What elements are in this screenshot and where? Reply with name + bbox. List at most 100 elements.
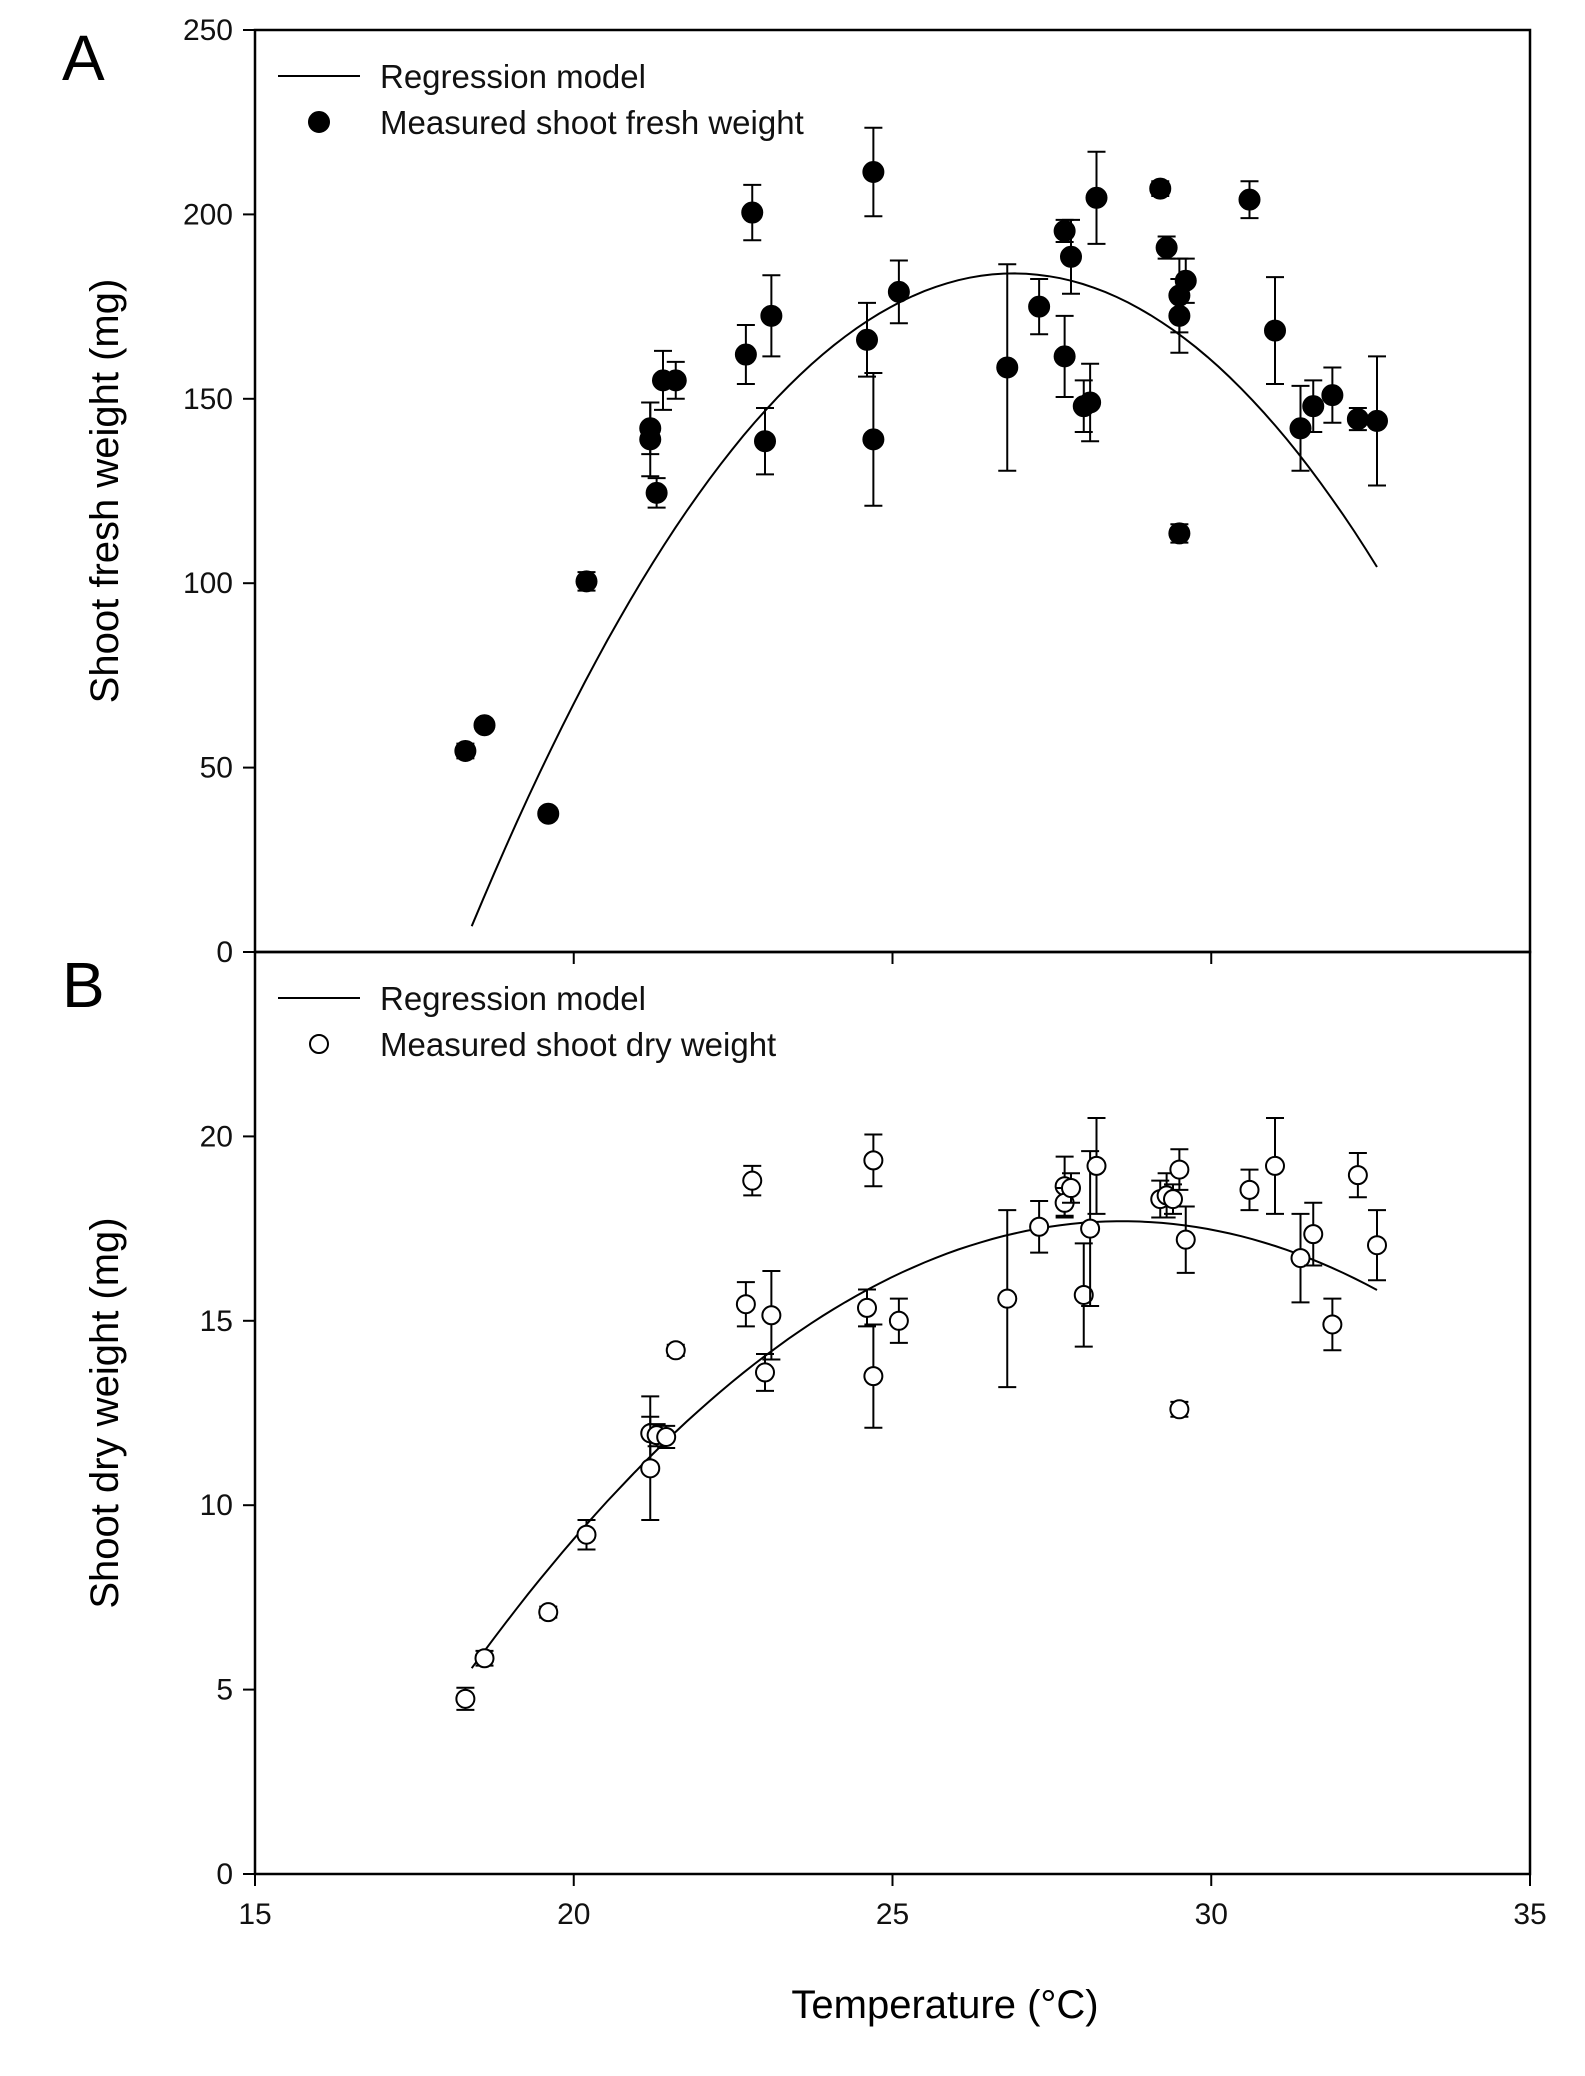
panel-b-legend: Regression model Measured shoot dry weig… [278, 980, 776, 1063]
panel-b-data-point [735, 1281, 756, 1328]
panel-b-data-point [1169, 1148, 1190, 1191]
panel-a-marker [996, 356, 1019, 379]
panel-a-data-point [1302, 379, 1325, 433]
panel-b-marker [1322, 1314, 1343, 1335]
panel-b-y-ticks: 0 5 10 15 20 [200, 1120, 255, 1891]
panel-b-data-point [640, 1415, 661, 1521]
panel-a-y-tick-label-0: 0 [216, 936, 233, 969]
panel-b-data-point [576, 1518, 597, 1551]
panel-b-marker [857, 1297, 877, 1318]
panel-b-marker [474, 1648, 495, 1669]
panel-b-marker [1169, 1399, 1190, 1420]
panel-b-marker [761, 1305, 782, 1326]
panel-a-marker [1346, 408, 1369, 431]
panel-a-data-point [760, 274, 783, 358]
panel-a-marker [856, 328, 878, 351]
panel-b-y-tick-label-15: 15 [200, 1305, 233, 1338]
panel-b-marker [863, 1150, 884, 1171]
panel-b-y-tick-label-10: 10 [200, 1489, 233, 1522]
panel-a-regression-line [470, 272, 1378, 927]
panel-b-data-point [656, 1424, 677, 1450]
panel-a-marker [1366, 409, 1388, 432]
panel-a-marker [645, 481, 668, 504]
panel-b-marker [1367, 1235, 1387, 1256]
panel-b-marker [1029, 1216, 1050, 1237]
panel-b-data-point [455, 1686, 476, 1711]
panel-b-data-point [1265, 1116, 1285, 1215]
panel-b-marker [1061, 1178, 1081, 1199]
panel-a-data-point [645, 477, 668, 509]
panel-a-data-point [862, 126, 885, 218]
panel-a-marker [575, 570, 598, 593]
panel-b-regression-line [470, 1220, 1378, 1669]
panel-b-data-point [1061, 1172, 1081, 1204]
panel-b-data-point [1175, 1205, 1196, 1274]
panel-a-legend: Regression model Measured shoot fresh we… [278, 58, 804, 141]
panel-b-marker [742, 1170, 763, 1191]
panel-b-marker [1347, 1165, 1368, 1186]
panel-b-marker [863, 1366, 884, 1387]
panel-a-data-point [1366, 355, 1388, 487]
panel-b-y-tick-label-20: 20 [200, 1120, 233, 1153]
panel-b-shoot-dry-weight: B Shoot dry weight (mg) 0 5 10 15 20 Regress… [62, 949, 1532, 1891]
panel-b-frame [253, 950, 1532, 1876]
panel-a-marker [734, 343, 757, 366]
panel-b-legend-measured-label: Measured shoot dry weight [380, 1026, 776, 1063]
x-axis-tick-labels: 15 20 25 30 35 [238, 1898, 1546, 1931]
panel-a-data-point [1079, 362, 1102, 443]
panel-a-data-point [454, 740, 477, 763]
panel-a-x-ticks [254, 952, 1531, 964]
panel-a-marker [1149, 177, 1172, 200]
panel-a-data-point [1168, 522, 1191, 545]
panel-a-marker [754, 430, 776, 453]
panel-a-marker [537, 802, 560, 825]
panel-a-y-tick-label-150: 150 [183, 383, 233, 416]
x-tick-label-35: 35 [1513, 1898, 1546, 1931]
panel-b-legend-marker-swatch [309, 1034, 329, 1054]
panel-b-marker [1073, 1284, 1094, 1305]
panel-a-marker [1028, 295, 1051, 318]
x-tick-label-20: 20 [557, 1898, 590, 1931]
panel-a-data-point [887, 259, 910, 325]
panel-b-marker [997, 1288, 1018, 1309]
x-tick-label-15: 15 [238, 1898, 271, 1931]
panel-a-shoot-fresh-weight: A Shoot fresh weight (mg) 0 50 100 150 200 25… [62, 14, 1532, 969]
panel-a-y-ticks: 0 50 100 150 200 250 [183, 14, 255, 969]
panel-b-marker [1290, 1248, 1311, 1269]
panel-a-y-tick-label-250: 250 [183, 14, 233, 47]
panel-a-marker [862, 160, 885, 183]
panel-a-data-point [1264, 276, 1286, 386]
x-tick-label-30: 30 [1195, 1898, 1228, 1931]
panel-b-marker [888, 1310, 909, 1331]
panel-a-marker [1168, 522, 1191, 545]
panel-b-data-point [742, 1164, 763, 1197]
panel-b-data-point [1163, 1183, 1183, 1215]
panel-b-data-point [1080, 1150, 1101, 1308]
panel-a-marker [1174, 269, 1197, 292]
panel-b-data-point [1029, 1199, 1050, 1254]
panel-b-y-axis-title: Shoot dry weight (mg) [83, 1217, 127, 1608]
panel-a-data-point [741, 183, 764, 242]
panel-a-marker [760, 304, 783, 327]
panel-a-marker [862, 428, 885, 451]
panel-a-legend-measured-label: Measured shoot fresh weight [380, 104, 804, 141]
panel-a-data-point [734, 324, 757, 386]
panel-b-data-point [888, 1297, 909, 1344]
panel-a-data-point [1238, 180, 1261, 220]
panel-a-marker [1079, 391, 1102, 414]
panel-a-marker [1155, 236, 1178, 259]
panel-b-data-point [538, 1602, 559, 1623]
panel-a-data-point [1346, 407, 1369, 432]
panel-b-marker [665, 1340, 686, 1361]
panel-b-marker [755, 1362, 775, 1383]
panel-b-marker [538, 1602, 559, 1623]
panel-a-legend-regression-label: Regression model [380, 58, 646, 95]
panel-a-marker [664, 369, 687, 392]
panel-a-data-point [473, 714, 496, 737]
panel-a-marker [1053, 219, 1076, 242]
panel-a-data-point [996, 263, 1019, 472]
panel-b-marker [1303, 1224, 1324, 1245]
panel-a-y-tick-label-50: 50 [200, 752, 233, 785]
panel-b-data-point [1367, 1209, 1387, 1282]
